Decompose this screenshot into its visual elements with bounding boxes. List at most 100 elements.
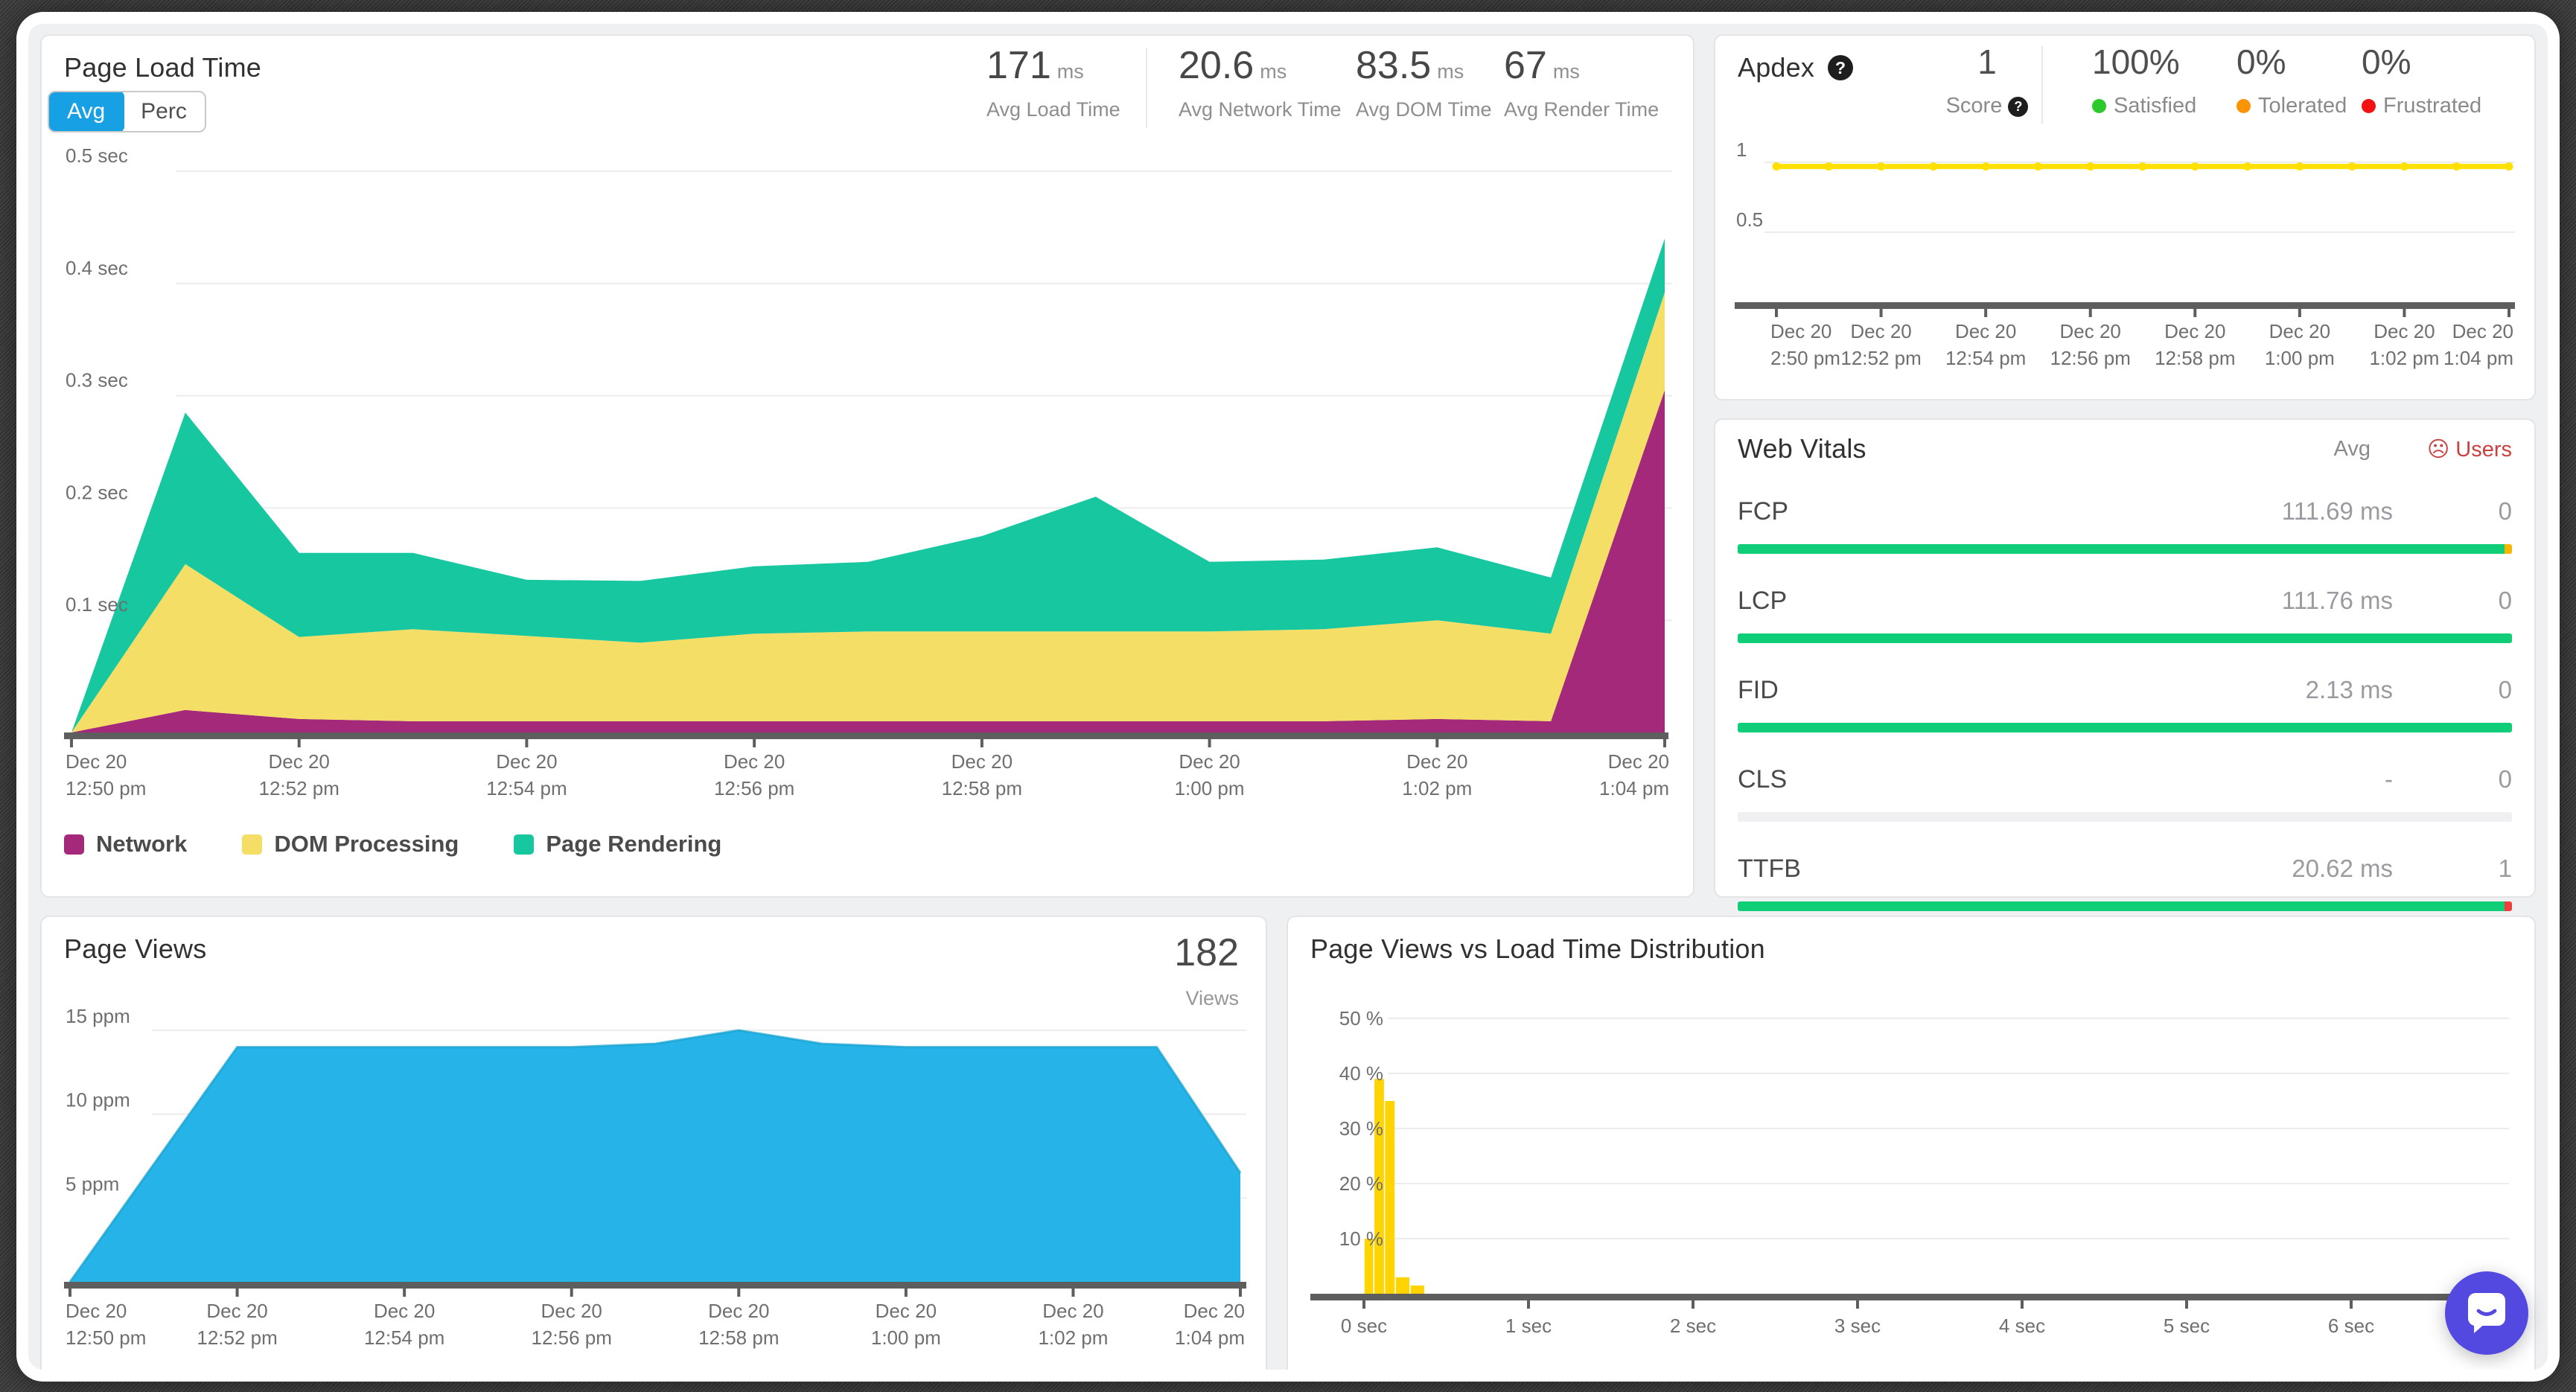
svg-text:1:02 pm: 1:02 pm [1038,1326,1108,1349]
apdex-breakdown-label: Satisfied [2114,94,2197,118]
svg-text:12:52 pm: 12:52 pm [197,1326,277,1349]
legend-label: Page Rendering [546,831,722,857]
metric-bar [1738,723,2512,732]
legend-item-network[interactable]: Network [64,831,187,858]
metric-avg-value: - [2385,765,2393,793]
apdex-panel: Apdex ? 1 Score ? 100% Satisfied 0% Tolerat… [1714,34,2536,400]
score-help-icon[interactable]: ? [2008,96,2029,117]
metric-bar [1738,544,2512,554]
svg-text:0.5: 0.5 [1736,208,1763,231]
svg-text:3 sec: 3 sec [1834,1315,1881,1337]
page-views-panel: Page Views 182 Views 5 ppm 10 ppm 15 ppm De… [40,916,1267,1370]
svg-text:Dec 20: Dec 20 [269,750,330,773]
metric-users-count: 1 [2498,855,2512,882]
stat-label: Avg Load Time [986,98,1120,121]
metric-users-count: 0 [2498,765,2512,793]
web-vitals-row-cls: CLS - 0 [1738,765,2512,822]
distribution-chart: 10 % 20 % 30 % 40 % 50 % 0 sec 1 sec 2 sec 3 sec… [1310,1007,2515,1337]
stat-avg-dom-time: 83.5 ms Avg DOM Time [1356,43,1492,121]
distribution-title: Page Views vs Load Time Distribution [1310,933,1765,964]
legend-label: DOM Processing [274,831,459,857]
metric-name: FID [1738,676,1779,704]
svg-text:12:56 pm: 12:56 pm [714,777,794,799]
apdex-score-value: 1 [1977,42,1997,81]
apdex-title: Apdex [1738,52,1815,83]
web-vitals-panel: Web Vitals Avg ☹ Users FCP 111.69 ms 0 LCP 1… [1714,418,2536,911]
svg-text:12:56 pm: 12:56 pm [2050,347,2131,369]
svg-text:Dec 20: Dec 20 [708,1300,769,1322]
metric-bar-fill [1738,812,2512,822]
metric-bar-fill [1738,901,2505,911]
svg-text:5 ppm: 5 ppm [66,1172,119,1195]
chart-legend: Network DOM Processing Page Rendering [64,831,721,858]
apdex-breakdown-label: Tolerated [2258,94,2347,118]
apdex-frustrated: 0% Frustrated [2362,42,2481,118]
svg-text:Dec 20: Dec 20 [1955,320,2016,342]
metric-name: LCP [1738,587,1788,615]
metric-avg-value: 111.69 ms [2281,497,2393,525]
svg-text:4 sec: 4 sec [1999,1315,2045,1337]
svg-text:12:50 pm: 12:50 pm [66,1326,146,1349]
legend-item-dom-processing[interactable]: DOM Processing [242,831,459,858]
svg-text:0.5 sec: 0.5 sec [66,147,128,167]
metric-users-count: 0 [2498,676,2512,703]
svg-text:12:54 pm: 12:54 pm [364,1326,444,1349]
apdex-score-label: Score [1945,94,2003,118]
metric-bar-fill [1738,723,2512,732]
svg-text:6 sec: 6 sec [2328,1315,2374,1337]
apdex-help-icon[interactable]: ? [1828,55,1854,80]
svg-text:1:00 pm: 1:00 pm [1175,777,1245,799]
page-views-count: 182 [1174,931,1239,974]
legend-swatch [242,834,263,855]
svg-text:12:56 pm: 12:56 pm [532,1326,612,1349]
metric-bar [1738,633,2512,643]
svg-text:0 sec: 0 sec [1341,1315,1387,1337]
apdex-tolerated: 0% Tolerated [2237,42,2347,118]
page-load-time-title: Page Load Time [64,52,261,83]
svg-text:12:58 pm: 12:58 pm [942,777,1022,799]
apdex-breakdown-label: Frustrated [2383,94,2482,118]
metric-users-count: 0 [2498,587,2512,614]
page-views-title: Page Views [64,933,207,964]
legend-swatch [64,834,84,855]
svg-text:1 sec: 1 sec [1505,1315,1552,1337]
metric-name: CLS [1738,765,1788,794]
chat-bubble-icon [2468,1293,2505,1333]
svg-text:12:50 pm: 12:50 pm [66,777,146,799]
svg-text:12:52 pm: 12:52 pm [259,777,339,799]
chat-launcher-button[interactable] [2445,1271,2528,1355]
col-header-users[interactable]: ☹ Users [2426,437,2512,462]
satisfied-dot-icon [2092,99,2106,113]
metric-bar-fill [1738,544,2505,554]
svg-text:10 ppm: 10 ppm [66,1089,130,1111]
svg-text:Dec 20: Dec 20 [374,1300,435,1322]
sad-face-icon: ☹ [2426,437,2450,462]
metric-bar [1738,901,2512,911]
svg-text:Dec 20: Dec 20 [66,1300,127,1322]
metric-bar-tip [2504,544,2512,554]
toggle-perc-button[interactable]: Perc [141,99,187,124]
stat-unit: ms [1056,60,1084,83]
svg-text:1:02 pm: 1:02 pm [1402,777,1472,799]
svg-text:2 sec: 2 sec [1670,1315,1716,1337]
svg-text:1:00 pm: 1:00 pm [871,1326,941,1349]
svg-text:20 %: 20 % [1339,1172,1383,1195]
web-vitals-row-fid: FID 2.13 ms 0 [1738,676,2512,732]
svg-text:Dec 20: Dec 20 [2373,320,2435,342]
stat-label: Avg Render Time [1504,98,1660,121]
metric-avg-value: 20.62 ms [2292,855,2393,882]
web-vitals-row-lcp: LCP 111.76 ms 0 [1738,587,2512,643]
page-load-time-panel: Page Load Time Avg Perc 171 ms Avg Load Ti… [40,34,1695,898]
svg-text:0.1 sec: 0.1 sec [66,593,128,616]
web-vitals-rows: FCP 111.69 ms 0 LCP 111.76 ms 0 FID 2.13 ms 0 CLS… [1738,497,2512,911]
legend-swatch [514,834,535,855]
toggle-avg-button[interactable]: Avg [48,92,125,131]
divider [2041,46,2043,124]
web-vitals-row-fcp: FCP 111.69 ms 0 [1738,497,2512,554]
svg-text:Dec 20: Dec 20 [1608,750,1669,773]
svg-text:Dec 20: Dec 20 [1406,750,1467,773]
stat-unit: ms [1437,60,1464,83]
svg-text:0.3 sec: 0.3 sec [66,369,128,392]
stat-unit: ms [1260,60,1287,83]
legend-item-page-rendering[interactable]: Page Rendering [514,831,721,858]
